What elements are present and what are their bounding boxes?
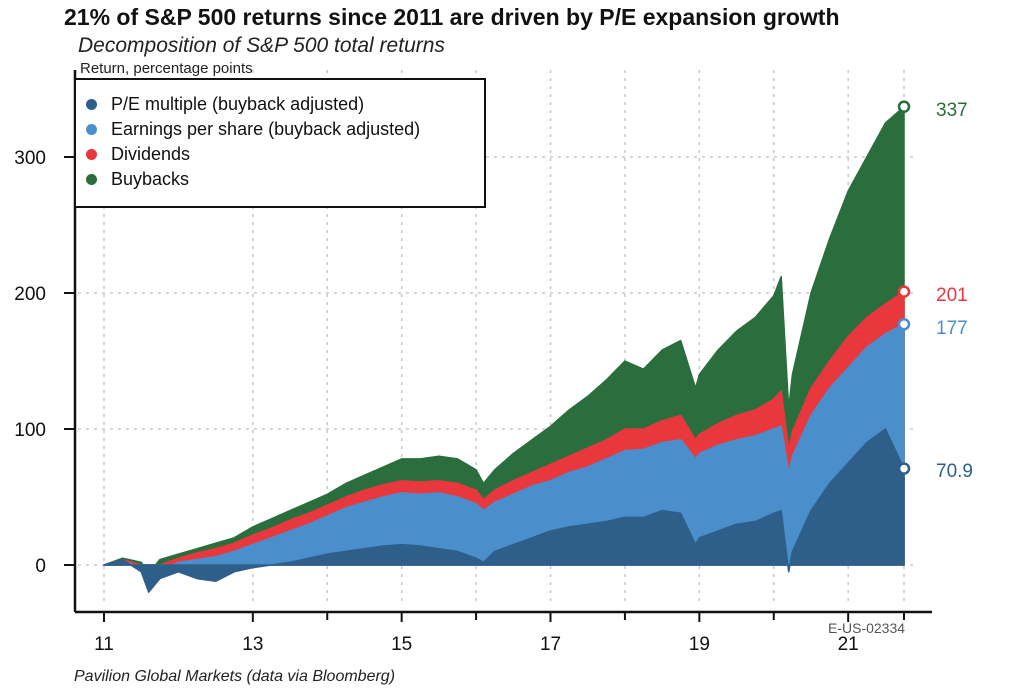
legend-label-pe-multiple: P/E multiple (buyback adjusted) xyxy=(111,94,365,114)
chart-code: E-US-02334 xyxy=(828,620,906,636)
y-tick-label: 100 xyxy=(14,420,46,441)
legend-label-dividends: Dividends xyxy=(111,144,191,164)
legend-label-eps: Earnings per share (buyback adjusted) xyxy=(111,119,421,139)
series-area-pe-multiple xyxy=(103,428,905,593)
x-tick-label: 11 xyxy=(94,634,114,655)
end-label-eps: 177 xyxy=(936,318,968,339)
legend-swatch-buybacks xyxy=(86,174,97,185)
y-tick-label: 0 xyxy=(35,556,46,577)
y-axis-label: Return, percentage points xyxy=(80,60,253,77)
x-tick-label: 21 xyxy=(838,634,859,655)
x-tick-label: 17 xyxy=(540,634,561,655)
end-label-dividends: 201 xyxy=(936,285,968,306)
end-label-buybacks: 337 xyxy=(936,100,968,121)
legend-item-buybacks: Buybacks xyxy=(86,167,484,192)
y-tick-label: 200 xyxy=(14,284,46,305)
end-label-pe-multiple: 70.9 xyxy=(936,461,973,482)
legend-item-eps: Earnings per share (buyback adjusted) xyxy=(86,117,484,142)
series-area-earnings-per-share-buyback-adjusted xyxy=(103,323,905,587)
end-marker xyxy=(897,285,911,298)
legend-label-buybacks: Buybacks xyxy=(111,169,190,189)
chart-subtitle: Decomposition of S&P 500 total returns xyxy=(78,34,445,57)
y-tick-label: 300 xyxy=(14,148,46,169)
chart-title: 21% of S&P 500 returns since 2011 are dr… xyxy=(64,4,840,30)
end-marker xyxy=(897,100,911,113)
x-tick-label: 19 xyxy=(689,634,710,655)
legend-swatch-pe-multiple xyxy=(86,99,97,110)
end-marker xyxy=(897,462,911,475)
source-note: Pavilion Global Markets (data via Bloomb… xyxy=(74,668,396,685)
legend-swatch-eps xyxy=(86,124,97,135)
legend-swatch-dividends xyxy=(86,149,97,160)
chart-legend: P/E multiple (buyback adjusted) Earnings… xyxy=(74,78,486,208)
x-tick-label: 13 xyxy=(242,634,263,655)
x-tick-label: 15 xyxy=(391,634,412,655)
legend-item-dividends: Dividends xyxy=(86,142,484,167)
legend-item-pe-multiple: P/E multiple (buyback adjusted) xyxy=(86,92,484,117)
end-marker xyxy=(897,318,911,331)
